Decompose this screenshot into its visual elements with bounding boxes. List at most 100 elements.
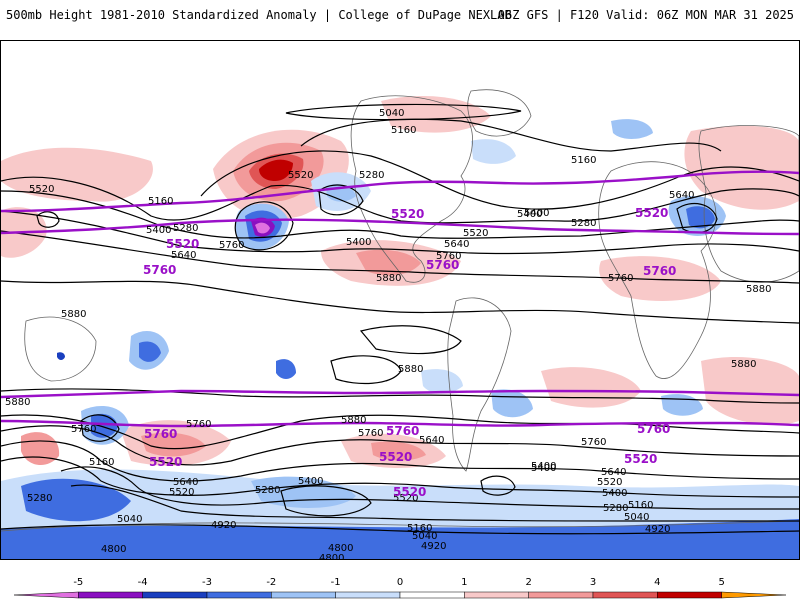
contour-label: 5760	[71, 424, 96, 435]
anomaly-negative-south-3	[491, 389, 533, 418]
contour-label: 5280	[359, 170, 384, 181]
title-right: 06Z GFS | F120 Valid: 06Z MON MAR 31 202…	[497, 8, 794, 22]
anomaly-negative-namerica	[471, 139, 516, 164]
contour-label: 4920	[421, 541, 446, 552]
contour-low-south-1	[80, 414, 120, 442]
contour-5520-s	[1, 425, 799, 466]
contour-label: 5760	[219, 240, 244, 251]
purple-label: 5760	[144, 427, 177, 441]
contour-label: 5280	[173, 223, 198, 234]
colorbar-tick-label: -3	[202, 577, 212, 588]
anomaly-negative-tropical-2	[276, 359, 296, 379]
colorbar-tick-label: 3	[590, 577, 596, 588]
contour-label: 5760	[581, 437, 606, 448]
contour-label: 5520	[29, 184, 54, 195]
contour-label: 4920	[211, 520, 236, 531]
colorbar-segment	[721, 591, 787, 599]
purple-label: 5520	[391, 207, 424, 221]
colorbar-tick-label: 0	[397, 577, 403, 588]
purple-5760-south	[1, 389, 799, 399]
anomaly-positive-subtrop-core	[356, 249, 421, 276]
contour-label: 5880	[746, 284, 771, 295]
colorbar-segment	[464, 591, 529, 599]
contour-label: 5280	[255, 485, 280, 496]
colorbar-tick-label: -1	[331, 577, 341, 588]
contour-label: 5760	[436, 251, 461, 262]
anomaly-negative-south-1-core	[91, 413, 118, 438]
anomaly-positive-south-west	[21, 432, 60, 466]
purple-label: 5520	[149, 455, 182, 469]
purple-label: 5760	[386, 424, 419, 438]
colorbar-segment	[528, 591, 594, 599]
purple-5760-north	[1, 218, 799, 236]
contour-label: 5520	[597, 477, 622, 488]
contour-label: 4800	[328, 543, 353, 554]
contour-label: 5160	[571, 155, 596, 166]
contour-label: 5040	[379, 108, 404, 119]
contour-label: 5160	[628, 500, 653, 511]
colorbar-ticks: -5 -4 -3 -2 -1 0 1 2 3 4 5	[73, 577, 725, 588]
contour-label: 5400	[517, 209, 542, 220]
contour-label: 5400	[531, 463, 556, 474]
contour-label: 5880	[398, 364, 423, 375]
contour-5280-s	[1, 456, 799, 498]
contour-5760-s	[1, 388, 799, 404]
contour-label: 5520	[463, 228, 488, 239]
anomaly-negative-antarctic-bottom	[1, 519, 799, 559]
anomaly-negative-south-4	[661, 394, 703, 416]
anomaly-negative-tropical-1-core	[139, 341, 161, 362]
contour-5040-top	[285, 103, 522, 121]
contour-label: 4920	[645, 524, 670, 535]
contour-label: 5640	[419, 435, 444, 446]
contour-label: 5400	[298, 476, 323, 487]
contour-5160-s	[60, 466, 799, 510]
contour-label: 5880	[5, 397, 30, 408]
contour-label: 5640	[444, 239, 469, 250]
colorbar-segment	[206, 591, 272, 599]
contour-label: 5040	[624, 512, 649, 523]
purple-label: 5760	[143, 263, 176, 277]
contour-label: 4800	[101, 544, 126, 555]
contour-label: 5880	[731, 359, 756, 370]
colorbar-tick-label: -4	[138, 577, 148, 588]
colorbar-svg: -5 -4 -3 -2 -1 0 1 2 3 4 5	[13, 577, 787, 599]
contour-label: 5880	[61, 309, 86, 320]
contour-label: 5160	[89, 457, 114, 468]
anomaly-negative-low4	[255, 222, 270, 234]
title-left: 500mb Height 1981-2010 Standardized Anom…	[6, 8, 512, 22]
contour-label: 5520	[288, 170, 313, 181]
map-frame[interactable]: 5040 5160 5160 5280 5520 5520 5160 5400 …	[0, 40, 800, 560]
colorbar-segment	[13, 591, 79, 599]
contour-4800-s	[1, 524, 799, 535]
purple-contours	[1, 170, 799, 428]
contour-label: 5160	[407, 523, 432, 534]
contour-5880-eq	[359, 325, 462, 355]
contour-label: 4800	[319, 553, 344, 559]
contour-label: 5160	[391, 125, 416, 136]
purple-label: 5520	[624, 452, 657, 466]
contour-5400-n	[1, 176, 799, 224]
contour-label: 5520	[169, 487, 194, 498]
colorbar-segment	[335, 591, 401, 599]
header: 500mb Height 1981-2010 Standardized Anom…	[0, 0, 800, 34]
contour-label: 5760	[358, 428, 383, 439]
colorbar-segment	[592, 591, 658, 599]
contour-5280-n	[200, 150, 799, 210]
greenland-outline	[467, 89, 532, 137]
contour-label: 5760	[186, 419, 211, 430]
purple-5520-north	[1, 170, 799, 213]
colorbar-tick-label: 5	[718, 577, 724, 588]
purple-label: 5760	[643, 264, 676, 278]
anomaly-positive-south-indian	[701, 356, 799, 425]
contour-label: 5280	[27, 493, 52, 504]
colorbar-segment	[142, 591, 208, 599]
colorbar-tick-label: 2	[525, 577, 531, 588]
anomaly-positive-west	[1, 147, 153, 202]
antarctica-outline	[1, 520, 799, 532]
purple-contour-labels: 5520 5520 5520 5760 5760 5760 5760 5760 …	[143, 206, 676, 499]
anomaly-positive-pacific-peak	[259, 159, 293, 181]
purple-label: 5520	[379, 450, 412, 464]
europe-africa-outline	[598, 161, 717, 379]
colorbar-segments	[13, 591, 787, 599]
anomaly-negative-europe-core	[686, 206, 715, 229]
